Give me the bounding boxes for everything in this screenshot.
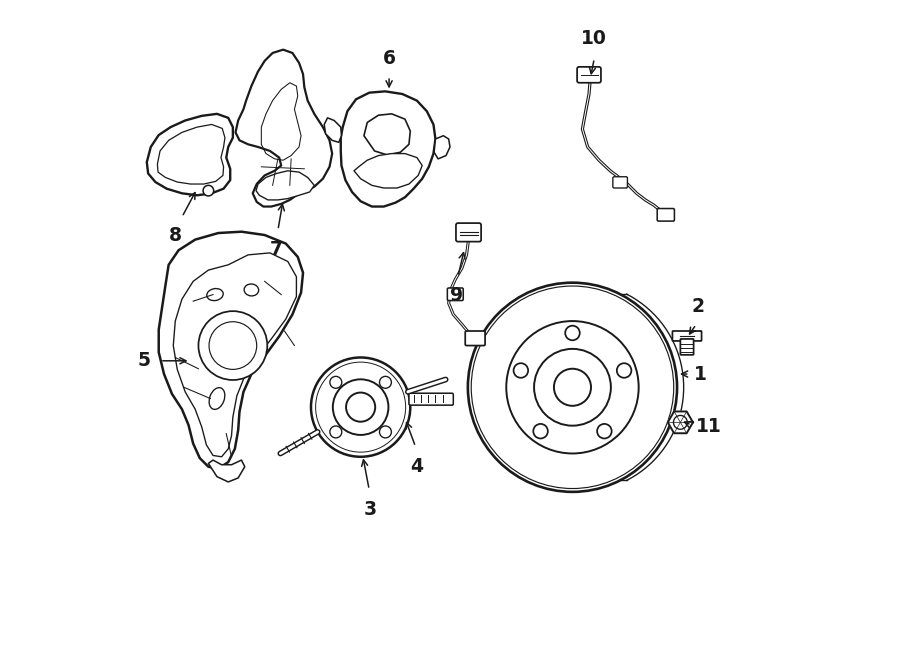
Text: 3: 3 <box>364 500 377 519</box>
PathPatch shape <box>354 154 422 188</box>
Circle shape <box>534 424 548 438</box>
Ellipse shape <box>209 388 225 409</box>
Circle shape <box>330 377 342 389</box>
FancyBboxPatch shape <box>680 339 694 355</box>
PathPatch shape <box>364 114 410 155</box>
FancyBboxPatch shape <box>613 177 627 188</box>
Circle shape <box>330 426 342 438</box>
Circle shape <box>380 377 392 389</box>
FancyBboxPatch shape <box>657 209 674 221</box>
Circle shape <box>514 363 528 378</box>
Ellipse shape <box>244 284 258 296</box>
Circle shape <box>468 283 677 492</box>
Text: 2: 2 <box>692 297 705 316</box>
Text: 6: 6 <box>382 48 396 68</box>
PathPatch shape <box>434 136 450 159</box>
FancyBboxPatch shape <box>456 223 482 242</box>
Text: 10: 10 <box>581 28 608 48</box>
Circle shape <box>198 311 267 380</box>
PathPatch shape <box>158 232 303 469</box>
Text: 4: 4 <box>410 457 423 476</box>
PathPatch shape <box>209 460 245 482</box>
Text: 11: 11 <box>697 418 722 436</box>
FancyBboxPatch shape <box>447 288 464 301</box>
FancyBboxPatch shape <box>577 67 601 83</box>
Text: 9: 9 <box>450 286 464 305</box>
Text: 8: 8 <box>169 226 182 246</box>
Text: 5: 5 <box>138 352 151 370</box>
PathPatch shape <box>341 91 436 207</box>
FancyBboxPatch shape <box>409 393 454 405</box>
Circle shape <box>616 363 632 378</box>
Circle shape <box>311 357 410 457</box>
PathPatch shape <box>147 114 233 195</box>
PathPatch shape <box>256 171 314 200</box>
Circle shape <box>380 426 392 438</box>
Text: 7: 7 <box>270 240 284 259</box>
PathPatch shape <box>236 50 332 207</box>
Circle shape <box>203 185 213 196</box>
Circle shape <box>565 326 580 340</box>
Text: 1: 1 <box>694 365 707 383</box>
FancyBboxPatch shape <box>672 331 702 341</box>
Circle shape <box>597 424 612 438</box>
FancyBboxPatch shape <box>465 331 485 346</box>
PathPatch shape <box>324 118 341 142</box>
Ellipse shape <box>207 289 223 301</box>
Polygon shape <box>668 412 693 433</box>
